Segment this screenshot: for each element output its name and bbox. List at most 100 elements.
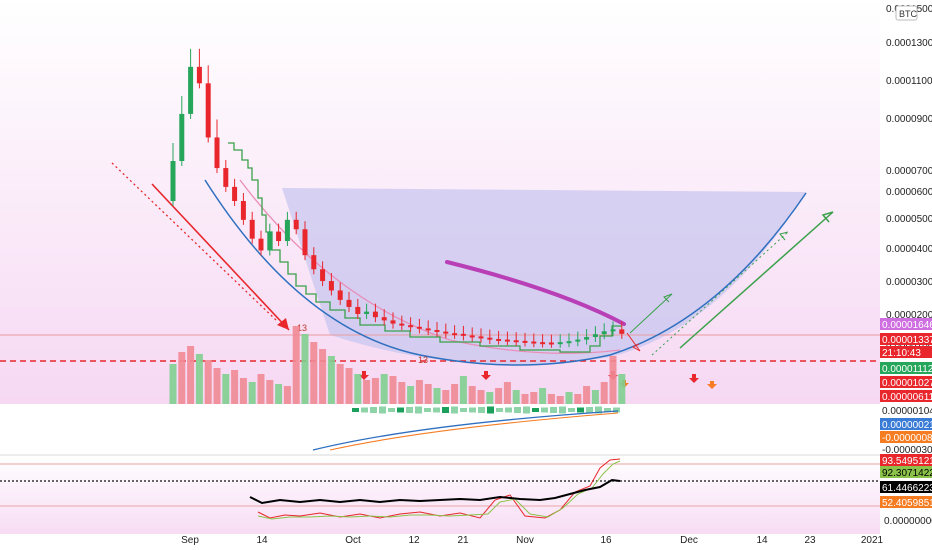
candle-body: [601, 331, 607, 335]
volume-bar: [574, 394, 582, 404]
volume-bar: [407, 386, 415, 404]
volume-bar: [415, 380, 423, 404]
price-axis[interactable]: 0.000150000.000130000.000110000.00009000…: [880, 4, 932, 527]
candle-body: [170, 161, 176, 202]
macd-histogram: [352, 406, 620, 414]
volume-bar: [301, 334, 309, 404]
candle-body: [540, 342, 546, 345]
candle-body: [557, 342, 563, 345]
candle-body: [425, 328, 431, 331]
volume-bar: [486, 392, 494, 404]
volume-bar: [275, 384, 283, 404]
volume-bar: [178, 352, 186, 404]
indicator-badge-label: 52.40598511: [882, 498, 932, 509]
macd-signal-line: [329, 412, 619, 451]
green-trailing-line: [228, 142, 622, 353]
candle-body: [452, 333, 458, 336]
volume-bar: [292, 326, 300, 404]
cup-pattern-fill: [282, 188, 806, 365]
price-badge[interactable]: [880, 333, 932, 345]
macd-histogram-bar: [415, 406, 422, 414]
candle-body: [205, 83, 211, 138]
macd-histogram-bar: [424, 408, 431, 412]
volume-bar: [336, 364, 344, 404]
price-badge[interactable]: [880, 404, 932, 416]
price-badge-label: 0.00001337: [882, 335, 932, 346]
price-badge[interactable]: [880, 376, 932, 388]
volume-bar: [530, 392, 538, 404]
svg-text:13: 13: [297, 323, 307, 333]
volume-bar: [231, 370, 239, 404]
volume-bar: [204, 360, 212, 404]
date-axis[interactable]: Sep 14 Oct 12 21 Nov 16 Dec 14 23 2021: [181, 535, 883, 546]
candle-body: [610, 329, 616, 332]
macd-histogram-bar: [478, 407, 485, 413]
price-badge-label: 0.00000021: [882, 420, 932, 431]
macd-histogram-bar: [559, 406, 566, 414]
macd-histogram-bar: [532, 408, 539, 412]
price-badge[interactable]: [880, 431, 932, 443]
candle-body: [469, 335, 475, 338]
volume-bar: [477, 390, 485, 404]
volume-bar: [618, 374, 626, 404]
price-badge[interactable]: [880, 418, 932, 430]
blue-cup-curve: [204, 179, 807, 366]
volume-bar: [591, 390, 599, 404]
candle-body: [434, 330, 440, 332]
candle-body: [390, 320, 396, 324]
candle-body: [320, 269, 326, 282]
volume-bar: [222, 374, 230, 404]
candle-body: [328, 281, 334, 291]
candle-body: [232, 186, 238, 202]
volume-bar: [539, 388, 547, 404]
volume-bar: [389, 376, 397, 404]
macd-histogram-bar: [577, 407, 584, 413]
volume-bar: [213, 368, 221, 404]
stoch-k-line: [257, 458, 621, 519]
candle-body: [267, 231, 273, 251]
volume-bar: [512, 390, 520, 404]
indicator-badge[interactable]: [880, 496, 932, 508]
indicator-badge[interactable]: [880, 481, 932, 493]
price-badge-label: 0.00001027: [882, 378, 932, 389]
candle-body: [355, 306, 361, 314]
macd-histogram-bar: [352, 408, 359, 412]
candle-body: [443, 331, 449, 334]
macd-histogram-bar: [388, 408, 395, 412]
price-badge[interactable]: [880, 443, 932, 455]
currency-label: BTC: [899, 9, 918, 19]
price-badge[interactable]: [880, 362, 932, 374]
macd-histogram-bar: [550, 407, 557, 413]
volume-bar: [187, 346, 195, 404]
price-badge[interactable]: [880, 346, 932, 358]
indicator-badge[interactable]: [880, 454, 932, 466]
candle-body: [258, 238, 264, 251]
price-badge-label: 0.00000611: [882, 392, 932, 403]
macd-line: [312, 410, 619, 451]
indicator-badge[interactable]: [880, 466, 932, 478]
macd-histogram-bar: [541, 407, 548, 413]
candle-body: [531, 341, 537, 344]
date-tick-label: 23: [804, 535, 816, 546]
candles: [170, 48, 625, 348]
candle-body: [548, 342, 554, 345]
volume-bar: [345, 368, 353, 404]
price-badge[interactable]: [880, 318, 932, 330]
green-projection-arrow-1: [629, 293, 673, 334]
volume-bar: [239, 378, 247, 404]
price-badge[interactable]: [880, 390, 932, 402]
macd-histogram-bar: [514, 407, 521, 413]
indicator-badge-label: 61.44662234: [882, 483, 932, 494]
currency-badge-box[interactable]: [895, 5, 918, 21]
candle-body: [460, 333, 466, 336]
candle-body: [346, 299, 352, 307]
candle-body: [575, 339, 581, 342]
candle-body: [399, 323, 405, 326]
date-tick-label: Nov: [516, 535, 534, 546]
